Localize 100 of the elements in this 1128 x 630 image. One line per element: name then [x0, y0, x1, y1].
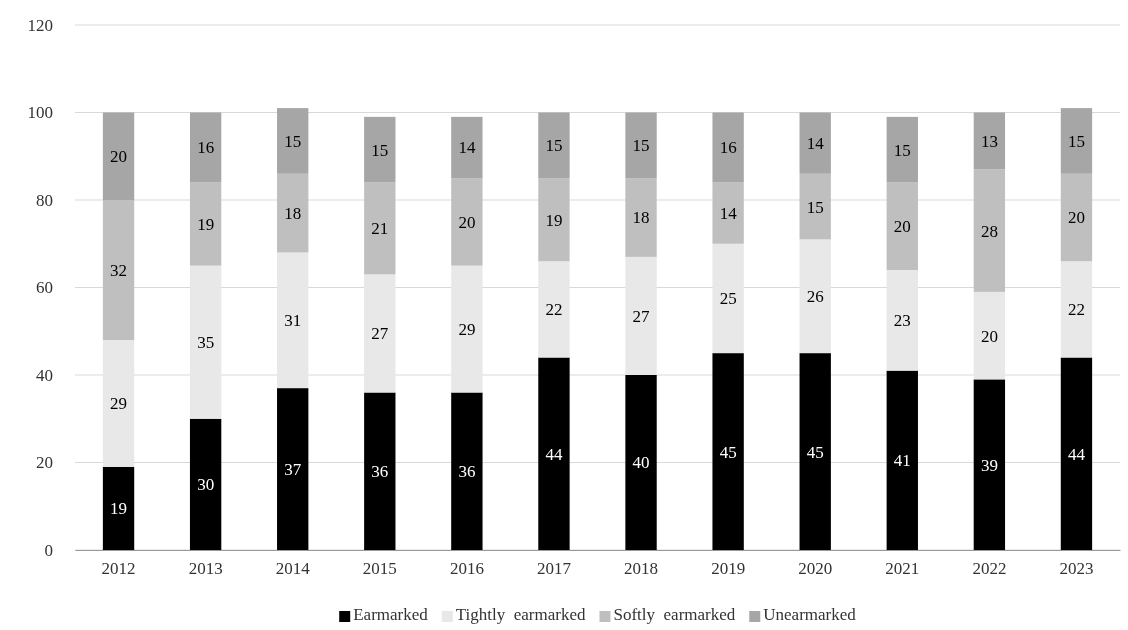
y-tick-label: 60	[36, 278, 53, 298]
bar	[625, 375, 657, 550]
x-tick-label: 2020	[798, 559, 833, 579]
data-label: 29	[110, 394, 128, 414]
data-label: 44	[545, 444, 563, 464]
data-label: 20	[110, 147, 128, 167]
bar	[1060, 261, 1093, 358]
data-label: 19	[545, 210, 563, 230]
x-tick-label: 2014	[275, 559, 311, 579]
bar	[973, 291, 1006, 380]
bar	[364, 274, 396, 393]
bar	[886, 116, 918, 183]
legend-label: Earmarked	[353, 605, 429, 624]
bar	[886, 182, 918, 270]
data-label: 20	[458, 212, 476, 232]
bar	[189, 418, 222, 550]
data-label: 19	[110, 499, 128, 519]
data-label: 20	[1067, 208, 1085, 228]
data-label: 18	[284, 204, 302, 224]
data-label: 27	[371, 324, 389, 344]
bar	[538, 261, 570, 358]
y-tick-label: 100	[27, 103, 53, 123]
x-tick-label: 2022	[972, 559, 1007, 579]
data-label: 15	[545, 136, 563, 156]
bar	[973, 112, 1006, 170]
y-tick-label: 0	[44, 540, 53, 560]
bar	[538, 112, 570, 179]
data-label: 19	[197, 215, 215, 235]
legend-label: Tightly earmarked	[455, 605, 586, 624]
x-tick-label: 2017	[536, 559, 572, 579]
y-tick-label: 40	[36, 365, 53, 385]
data-label: 28	[980, 221, 998, 241]
data-label: 21	[371, 219, 389, 239]
legend-label: Softly earmarked	[613, 605, 736, 624]
data-label: 35	[197, 333, 215, 353]
bar	[712, 353, 744, 550]
bar	[799, 173, 831, 240]
data-label: 29	[458, 320, 476, 340]
bar	[102, 112, 135, 200]
bar	[189, 112, 222, 183]
data-label: 14	[458, 138, 476, 158]
data-label: 32	[110, 260, 128, 280]
bar	[451, 116, 483, 179]
bar	[538, 178, 570, 262]
bar	[102, 200, 135, 340]
data-label: 44	[1067, 444, 1086, 464]
data-label: 15	[284, 131, 302, 151]
y-tick-label: 120	[27, 15, 53, 35]
data-label: 23	[893, 311, 911, 331]
data-label: 37	[284, 460, 302, 480]
bar	[364, 116, 396, 183]
data-label: 13	[980, 131, 998, 151]
bar	[1060, 108, 1093, 174]
data-label: 20	[893, 217, 911, 237]
data-label: 15	[806, 197, 824, 217]
data-label: 15	[371, 140, 389, 160]
y-tick-label: 20	[36, 453, 53, 473]
x-tick-label: 2023	[1059, 559, 1094, 579]
bar	[625, 256, 657, 375]
bar	[973, 169, 1006, 292]
data-label: 27	[632, 306, 651, 326]
bar	[189, 182, 222, 266]
bar	[712, 243, 744, 354]
bar	[799, 353, 831, 550]
bar	[102, 340, 135, 467]
data-label: 40	[632, 453, 650, 473]
bar	[886, 270, 918, 371]
data-label: 15	[1067, 131, 1085, 151]
bar	[364, 392, 396, 550]
data-label: 25	[719, 289, 737, 309]
x-tick-label: 2018	[624, 559, 659, 579]
bar	[625, 178, 657, 257]
data-label: 22	[1067, 300, 1085, 320]
bar	[451, 265, 483, 393]
bar	[451, 392, 483, 550]
data-label: 31	[284, 311, 302, 331]
bar	[886, 370, 918, 550]
legend-label: Unearmarked	[763, 605, 857, 624]
bar	[277, 252, 309, 389]
bar	[799, 239, 831, 354]
bar	[277, 108, 309, 174]
bar	[189, 265, 222, 419]
data-label: 36	[371, 462, 389, 482]
bar	[799, 112, 831, 174]
data-label: 18	[632, 208, 650, 228]
bar	[712, 182, 744, 244]
data-label: 26	[806, 287, 824, 307]
data-label: 45	[719, 442, 737, 462]
x-tick-label: 2012	[101, 559, 136, 579]
data-label: 30	[197, 475, 215, 495]
data-label: 14	[719, 204, 738, 224]
bar	[625, 112, 657, 179]
x-tick-label: 2016	[449, 559, 484, 579]
bar	[538, 357, 570, 550]
data-label: 14	[806, 134, 825, 154]
bar	[364, 182, 396, 275]
data-label: 36	[458, 462, 476, 482]
y-tick-label: 80	[36, 190, 53, 210]
data-label: 22	[545, 300, 563, 320]
bar	[973, 379, 1006, 550]
